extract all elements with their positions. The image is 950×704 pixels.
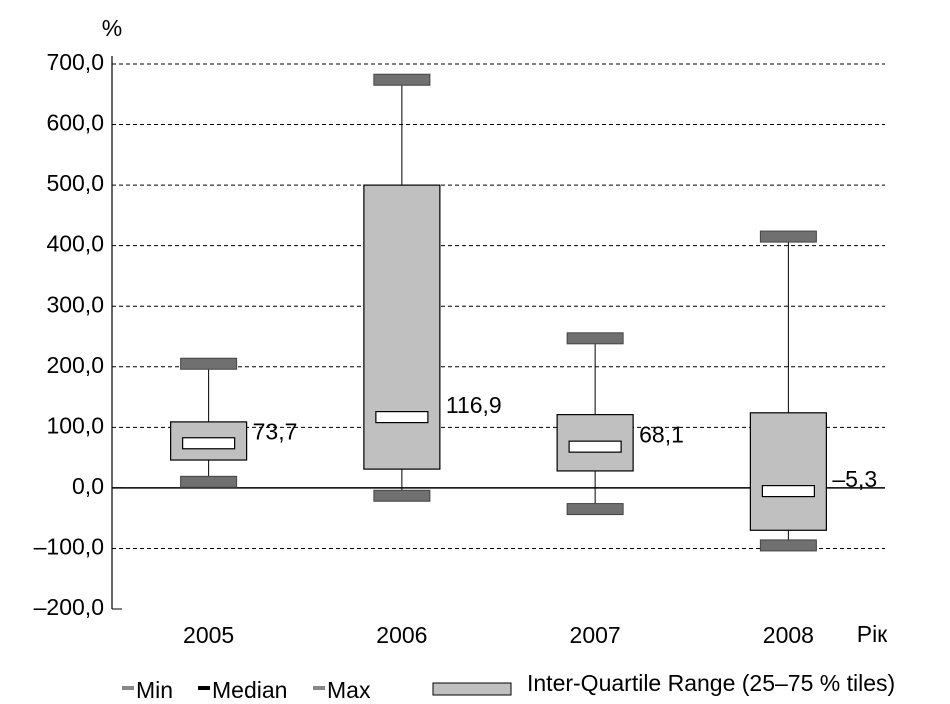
median-marker [376,412,428,423]
y-tick-label: 200,0 [46,352,104,378]
max-marker [374,74,430,85]
y-tick-label: 700,0 [46,49,104,75]
y-tick-label: 100,0 [46,412,104,438]
y-tick-label: 300,0 [46,291,104,317]
median-marker [569,441,621,452]
legend-label: Min [136,677,173,703]
chart: % Рік –200,0 –100,0 0,0 100,0 200,0 300,0 400,… [0,0,950,704]
iqr-box [364,185,440,469]
x-tick-label: 2006 [376,622,427,648]
median-marker [183,438,235,449]
legend-swatch [433,683,511,695]
max-marker [181,358,237,369]
y-tick-label: –100,0 [34,534,104,560]
y-tick-label: 600,0 [46,110,104,136]
median-marker [762,486,814,497]
x-tick-label: 2007 [570,622,621,648]
min-marker [567,504,623,515]
iqr-box [750,413,826,530]
max-marker [760,231,816,242]
y-tick-label: 0,0 [72,473,104,499]
y-tick-label: 500,0 [46,170,104,196]
y-axis-label: % [102,15,122,41]
min-marker [760,540,816,551]
x-tick-label: 2008 [763,622,814,648]
min-marker [374,490,430,501]
median-label: 73,7 [253,418,298,444]
y-tick-label: 400,0 [46,231,104,257]
x-tick-label: 2005 [183,622,234,648]
min-marker [181,476,237,487]
legend-label: Max [327,677,371,703]
y-tick-label: –200,0 [34,594,104,620]
median-label: –5,3 [832,466,877,492]
median-label: 68,1 [639,422,684,448]
median-label: 116,9 [446,392,502,418]
legend-label: Median [212,677,287,703]
max-marker [567,333,623,344]
x-axis-label: Рік [857,621,888,647]
legend-label: Inter-Quartile Range (25–75 % tiles) [527,670,895,696]
